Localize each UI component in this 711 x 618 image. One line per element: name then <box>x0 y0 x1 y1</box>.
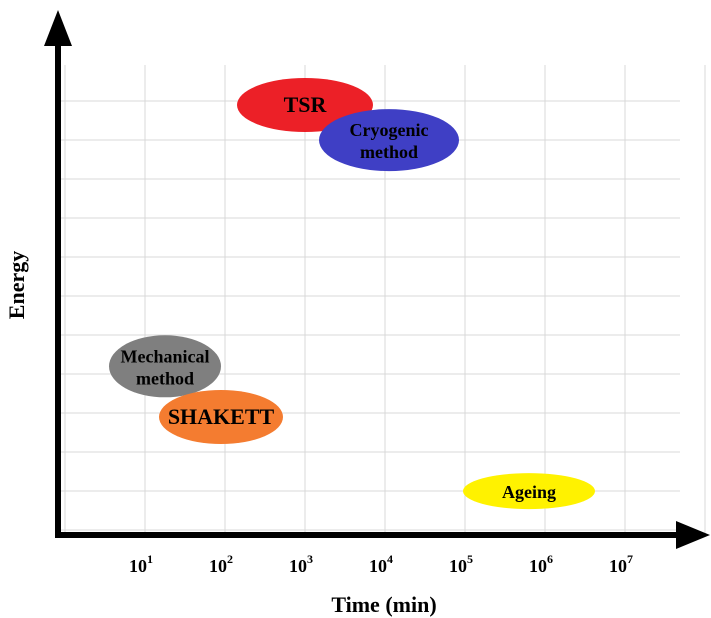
region-label: method <box>360 142 418 162</box>
y-axis-title: Energy <box>4 251 29 319</box>
region-ellipse <box>159 390 283 444</box>
region-ellipse <box>109 335 221 398</box>
method-regions: TSRCryogenicmethodMechanicalmethodSHAKET… <box>109 78 595 510</box>
region-3: SHAKETT <box>159 390 283 444</box>
x-axis-title: Time (min) <box>331 592 436 617</box>
y-axis-arrowhead <box>44 10 72 46</box>
x-tick-label: 107 <box>609 552 633 576</box>
x-tick-label: 105 <box>449 552 473 576</box>
region-4: Ageing <box>463 473 595 510</box>
region-label: TSR <box>284 92 328 117</box>
x-tick-label: 101 <box>129 552 153 576</box>
x-tick-label: 103 <box>289 552 313 576</box>
x-tick-label: 104 <box>369 552 393 576</box>
region-ellipse <box>463 473 595 510</box>
region-label: SHAKETT <box>168 404 275 429</box>
grid <box>58 65 706 535</box>
region-label: Cryogenic <box>350 120 429 140</box>
region-ellipse <box>319 109 459 172</box>
x-tick-label: 106 <box>529 552 553 576</box>
x-tick-label: 102 <box>209 552 233 576</box>
axes <box>44 10 710 549</box>
x-axis-arrowhead <box>676 521 710 549</box>
region-label: Ageing <box>502 482 556 502</box>
region-label: method <box>136 368 194 388</box>
x-tick-labels: 101 102 103 104 105 106 107 <box>129 552 633 576</box>
region-label: Mechanical <box>121 346 210 366</box>
